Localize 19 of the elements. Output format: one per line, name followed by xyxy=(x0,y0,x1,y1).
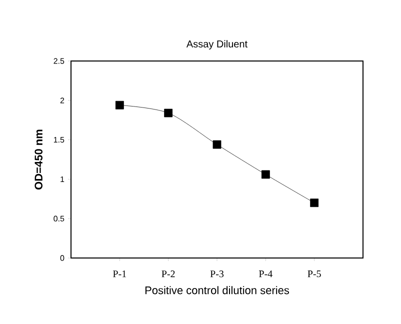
x-tick-label: P-4 xyxy=(259,270,272,278)
x-axis-title: Positive control dilution series xyxy=(145,286,290,294)
y-tick-label: 1.5 xyxy=(54,137,64,143)
point xyxy=(164,108,173,118)
x-tick-label: P-5 xyxy=(308,270,321,278)
x-tick-label: P-3 xyxy=(210,270,224,278)
point xyxy=(310,198,319,208)
point xyxy=(212,140,222,149)
y-tick-label: 1 xyxy=(60,176,64,182)
chart-title: Assay Diluent xyxy=(186,40,248,50)
y-tick-label: 0 xyxy=(60,255,64,261)
y-tick-label: 0.5 xyxy=(54,216,64,222)
point xyxy=(261,170,270,179)
x-tick-label: P-1 xyxy=(113,270,126,278)
y-tick-label: 2 xyxy=(60,98,64,104)
point xyxy=(115,100,124,110)
x-tick-label: P-2 xyxy=(162,270,175,278)
y-tick-label: 2.5 xyxy=(54,58,64,64)
y-axis-title: OD=450 nm xyxy=(34,130,42,190)
